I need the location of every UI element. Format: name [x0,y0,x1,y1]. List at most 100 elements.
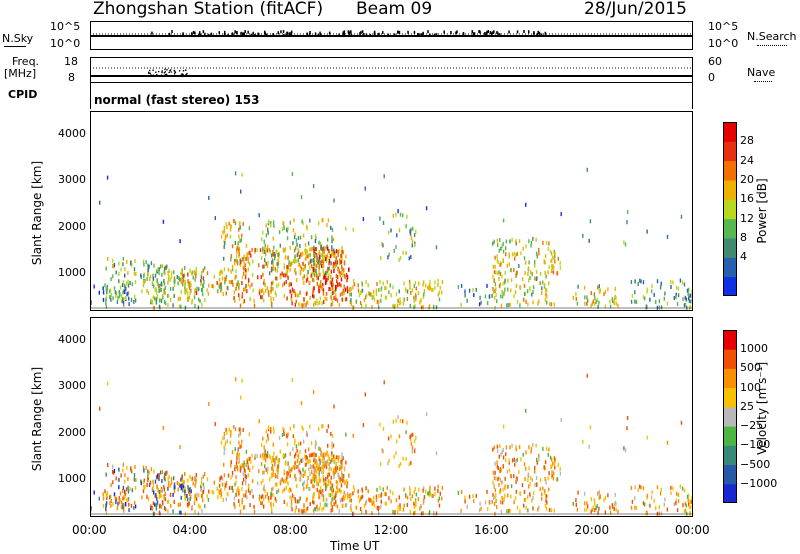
echo-cell [283,263,285,268]
echo-cell [182,273,184,278]
echo-cell [399,212,402,217]
y-tick-label: 1000 [58,472,86,486]
echo-cell [249,262,251,267]
echo-cell [252,465,254,470]
echo-cell [595,506,597,510]
echo-cell [173,283,176,288]
nave-dot [178,70,181,72]
echo-cell [283,226,285,230]
echo-cell [556,271,559,276]
echo-cell [548,447,550,452]
echo-cell [523,503,525,508]
echo-cell [274,276,277,281]
echo-cell [272,236,274,241]
echo-cell [265,439,268,444]
nsky-spike [343,30,346,34]
echo-cell [327,218,330,223]
echo-cell [361,510,363,514]
echo-cell [240,260,242,265]
echo-cell [163,484,165,489]
freq-panel-frame [90,57,693,83]
echo-cell [330,480,332,485]
echo-cell [429,279,431,284]
echo-cell [318,446,320,451]
echo-cell [156,267,159,272]
echo-cell [690,293,692,298]
echo-cell [272,465,274,470]
echo-cell [323,460,325,465]
echo-cell [276,467,278,472]
x-axis-label: Time UT [330,539,380,553]
echo-cell [508,303,510,307]
echo-cell [331,286,334,291]
echo-cell [389,489,391,494]
echo-cell [163,288,165,293]
nsky-spike [528,30,530,34]
echo-cell [159,493,161,498]
echo-cell [318,491,320,496]
echo-cell [586,301,588,306]
echo-cell [362,423,365,428]
echo-cell [284,454,286,459]
echo-cell [502,249,505,254]
echo-cell [507,278,509,283]
echo-cell [327,452,329,457]
echo-cell [345,254,347,259]
echo-cell [537,301,539,306]
echo-cell [371,498,373,503]
echo-cell [217,289,219,294]
echo-cell [304,264,306,269]
echo-cell [381,241,383,246]
echo-cell [129,486,131,491]
echo-cell [247,488,250,493]
echo-cell [194,290,196,295]
echo-cell [244,481,247,486]
echo-cell [403,281,405,286]
echo-cell [340,466,342,471]
echo-cell [297,464,300,469]
echo-cell [328,259,331,264]
echo-cell [290,500,293,504]
echo-cell [131,263,133,268]
echo-cell [201,270,203,275]
echo-cell [507,287,509,292]
echo-cell [499,271,502,276]
echo-cell [194,303,196,308]
echo-cell [348,473,350,478]
echo-cell [110,503,112,508]
echo-cell [258,419,260,424]
echo-cell [198,287,200,292]
nave-dot [170,71,173,73]
echo-cell [298,262,300,267]
echo-cell [361,487,363,492]
echo-cell [545,446,548,451]
echo-cell [330,281,333,286]
echo-cell [388,252,390,257]
echo-cell [676,302,679,307]
echo-cell [666,440,669,445]
echo-cell [152,280,154,285]
echo-cell [292,434,295,439]
echo-cell [252,288,254,293]
echo-cell [248,484,250,489]
echo-cell [106,175,109,180]
echo-cell [382,243,384,248]
echo-cell [270,223,272,228]
echo-cell [331,277,334,282]
echo-cell [498,489,501,494]
echo-cell [317,482,319,487]
nsky-spike [421,33,424,37]
echo-cell [173,500,175,504]
echo-cell [134,280,137,284]
echo-cell [361,304,363,308]
echo-cell [310,258,312,263]
echo-cell [335,256,338,261]
echo-cell [315,301,317,306]
echo-cell [498,454,500,459]
echo-cell [340,283,342,288]
echo-cell [646,495,648,500]
echo-cell [548,487,550,492]
echo-cell [189,487,191,491]
echo-cell [402,213,404,218]
nsky-spike [194,31,196,35]
